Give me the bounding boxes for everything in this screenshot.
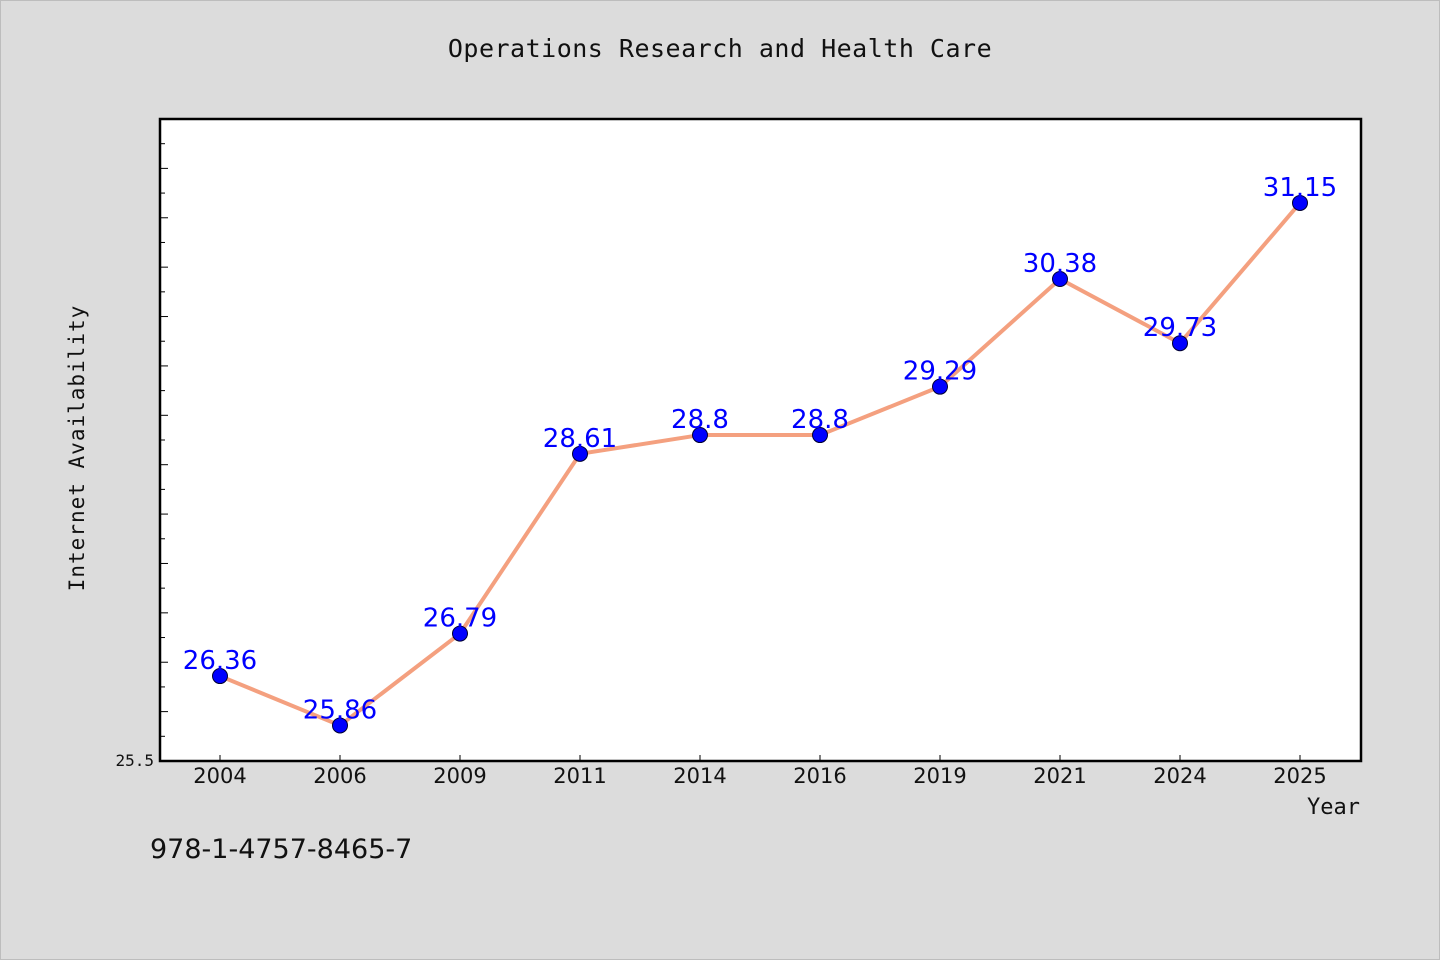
data-point xyxy=(452,625,468,642)
plot-area xyxy=(158,117,1363,763)
x-tick-label: 2009 xyxy=(433,764,486,788)
x-tick-label: 2025 xyxy=(1273,764,1326,788)
data-point xyxy=(1172,335,1188,352)
x-tick-label: 2021 xyxy=(1033,764,1086,788)
data-label: 26.36 xyxy=(183,646,257,676)
data-point xyxy=(812,427,828,444)
data-label: 29.29 xyxy=(903,357,977,387)
data-point xyxy=(932,378,948,395)
x-tick-label: 2004 xyxy=(193,764,246,788)
x-tick-label: 2024 xyxy=(1153,764,1206,788)
data-point xyxy=(692,427,708,444)
data-point xyxy=(212,668,228,685)
data-label: 28.8 xyxy=(671,405,729,435)
data-point xyxy=(1292,194,1308,211)
data-label: 28.61 xyxy=(543,424,617,454)
x-tick-label: 2019 xyxy=(913,764,966,788)
isbn-label: 978-1-4757-8465-7 xyxy=(150,834,413,865)
data-label: 30.38 xyxy=(1023,249,1097,279)
data-point xyxy=(572,445,588,462)
data-label: 26.79 xyxy=(423,604,497,634)
data-point xyxy=(1052,271,1068,288)
x-axis-label: Year xyxy=(1307,795,1360,820)
data-label: 28.8 xyxy=(791,405,849,435)
data-point xyxy=(332,717,348,734)
data-label: 25.86 xyxy=(303,695,377,725)
x-tick-label: 2016 xyxy=(793,764,846,788)
data-label: 31.15 xyxy=(1263,173,1337,203)
series-line xyxy=(219,201,1302,728)
data-label: 29.73 xyxy=(1143,313,1217,343)
x-tick-label: 2006 xyxy=(313,764,366,788)
x-tick-label: 2014 xyxy=(673,764,726,788)
y-tick-label: 25.5 xyxy=(115,751,154,770)
chart-title: Operations Research and Health Care xyxy=(447,34,993,63)
x-tick-label: 2011 xyxy=(553,764,606,788)
